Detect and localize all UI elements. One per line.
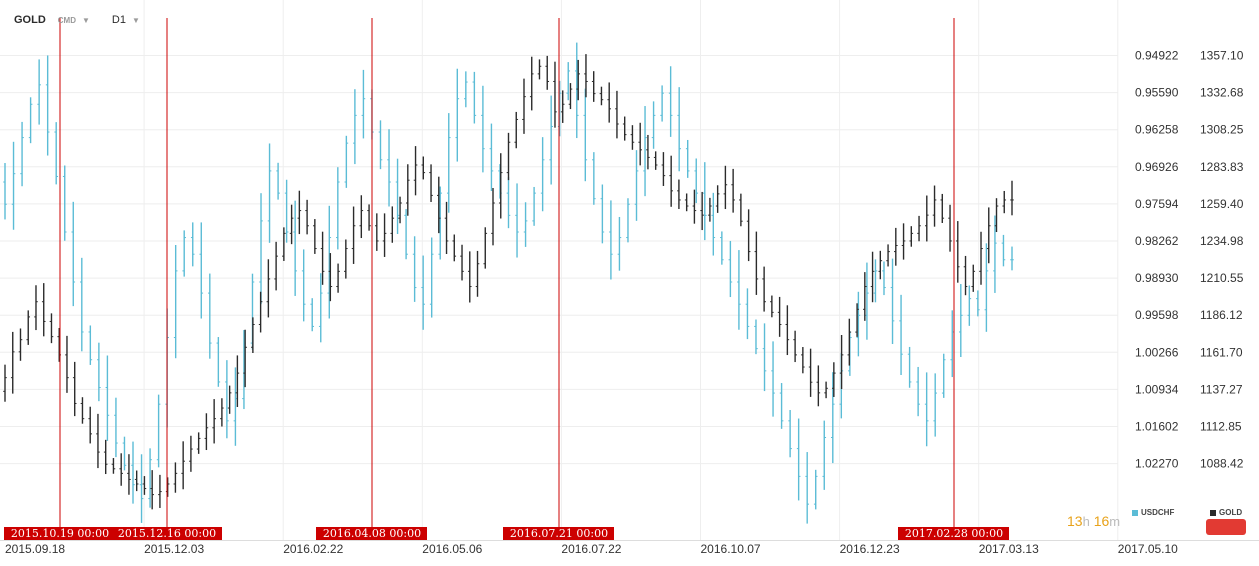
x-tick-label: 2016.12.23 — [840, 542, 900, 556]
marker-label: 2015.12.16 00:00 — [118, 527, 216, 540]
price-tag[interactable] — [1206, 519, 1246, 535]
marker-label: 2017.02.28 00:00 — [905, 527, 1003, 540]
y-left-tick-label: 0.95590 — [1135, 86, 1179, 100]
y-right-tick-label: 1332.68 — [1200, 86, 1244, 100]
marker-label: 2016.07.21 00:00 — [510, 527, 608, 540]
y-left-tick-label: 1.01602 — [1135, 420, 1179, 434]
y-left-tick-label: 0.96926 — [1135, 160, 1179, 174]
y-left-tick-label: 1.02270 — [1135, 457, 1179, 471]
y-right-tick-label: 1137.27 — [1200, 382, 1243, 396]
timer-hours-unit: h — [1082, 514, 1090, 529]
marker-label-box — [4, 527, 115, 540]
y-left-tick-label: 0.97594 — [1135, 197, 1179, 211]
y-left-tick-label: 1.00934 — [1135, 382, 1179, 396]
axis-labels: 0.94922 1357.10 0.95590 1332.68 0.96258 1308.… — [5, 49, 1244, 557]
symbol-label[interactable]: GOLD — [14, 14, 46, 26]
y-right-tick-label: 1234.98 — [1200, 234, 1244, 248]
marker-label-box — [111, 527, 222, 540]
timer-minutes: 16 — [1093, 513, 1110, 529]
x-tick-label: 2016.07.22 — [561, 542, 621, 556]
y-left-tick-label: 1.00266 — [1135, 345, 1179, 359]
y-right-tick-label: 1088.42 — [1200, 457, 1244, 471]
marker-label: 2016.04.08 00:00 — [323, 527, 421, 540]
chart-header: GOLD CMD ▼ D1 ▼ — [14, 12, 140, 28]
y-right-tick-label: 1186.12 — [1200, 308, 1243, 322]
y-right-tick-label: 1357.10 — [1200, 49, 1244, 63]
marker-label-box — [898, 527, 1009, 540]
y-left-tick-label: 0.96258 — [1135, 123, 1179, 137]
y-left-tick-label: 0.99598 — [1135, 308, 1179, 322]
legend-swatch — [1210, 509, 1216, 516]
chevron-down-icon[interactable]: ▼ — [82, 15, 90, 25]
y-right-tick-label: 1308.25 — [1200, 123, 1244, 137]
x-tick-label: 2016.05.06 — [422, 542, 482, 556]
x-tick-label: 2015.12.03 — [144, 542, 204, 556]
timeframe-label[interactable]: D1 — [111, 14, 126, 26]
y-right-tick-label: 1161.70 — [1200, 345, 1243, 359]
x-tick-label: 2015.09.18 — [5, 542, 65, 556]
y-right-tick-label: 1210.55 — [1200, 271, 1244, 285]
legend-swatch — [1132, 509, 1138, 516]
y-right-tick-label: 1112.85 — [1200, 420, 1242, 434]
x-tick-label: 2016.02.22 — [283, 542, 343, 556]
x-tick-label: 2017.05.10 — [1118, 542, 1178, 556]
marker-labels: 2015.10.19 00:00 2015.12.16 00:00 2016.04.… — [4, 527, 1009, 540]
marker-label-box — [316, 527, 427, 540]
timer-hours: 13 — [1067, 513, 1083, 529]
chart-grid — [0, 0, 1259, 541]
y-right-tick-label: 1259.40 — [1200, 197, 1244, 211]
candle-timer: 13h 16m — [1067, 513, 1120, 529]
y-right-tick-label: 1283.83 — [1200, 160, 1244, 174]
timer-minutes-unit: m — [1109, 514, 1121, 529]
marker-lines — [59, 18, 955, 540]
legend-usdchf: USDCHF — [1132, 508, 1174, 517]
legend-label: USDCHF — [1141, 508, 1175, 517]
usdchf-series — [3, 42, 1014, 524]
category-label: CMD — [57, 15, 76, 25]
gold-series — [3, 54, 1014, 510]
x-tick-label: 2017.03.13 — [979, 542, 1039, 556]
y-left-tick-label: 0.98262 — [1135, 234, 1179, 248]
legend-label: GOLD — [1219, 508, 1243, 517]
legend-gold: GOLD — [1210, 508, 1242, 517]
chevron-down-icon[interactable]: ▼ — [131, 15, 140, 25]
marker-label-box — [503, 527, 614, 540]
marker-label: 2015.10.19 00:00 — [11, 527, 109, 540]
y-left-tick-label: 0.94922 — [1135, 49, 1179, 63]
y-left-tick-label: 0.98930 — [1135, 271, 1179, 285]
x-tick-label: 2016.10.07 — [701, 542, 761, 556]
